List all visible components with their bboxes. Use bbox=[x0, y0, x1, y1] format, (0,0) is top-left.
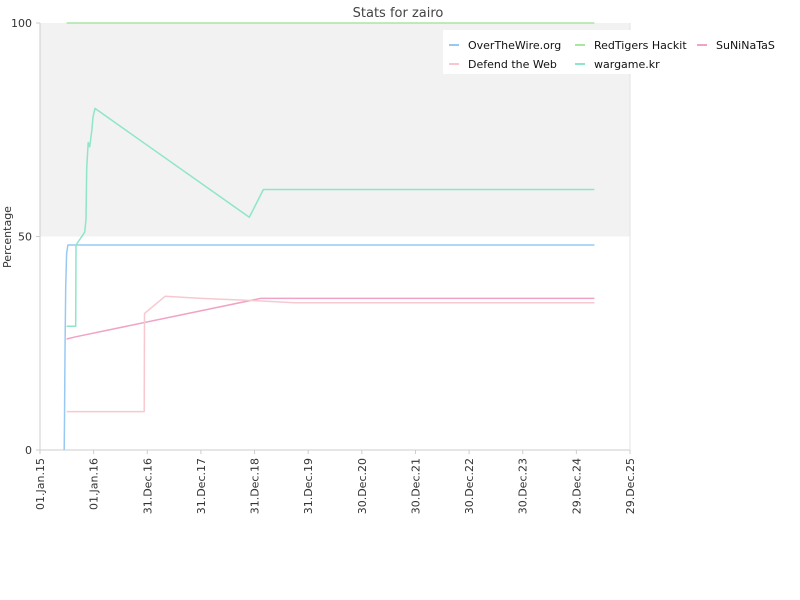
y-tick-label: 0 bbox=[25, 444, 32, 457]
y-axis-title: Percentage bbox=[1, 206, 14, 268]
x-tick-label: 30.Dec.22 bbox=[463, 458, 476, 514]
x-tick-label: 30.Dec.23 bbox=[517, 458, 530, 514]
legend: OverTheWire.org RedTigers Hackit SuNiNaTaS… bbox=[443, 30, 783, 74]
series-line-defend-the-web bbox=[66, 295, 595, 413]
x-tick-label: 30.Dec.20 bbox=[356, 458, 369, 514]
x-tick-label: 31.Dec.17 bbox=[195, 458, 208, 514]
chart-title: Stats for zairo bbox=[353, 6, 444, 21]
legend-box bbox=[443, 30, 783, 74]
x-tick-label: 01.Jan.16 bbox=[88, 458, 101, 510]
legend-label-defend-the-web: Defend the Web bbox=[468, 58, 557, 71]
series-layer bbox=[63, 22, 595, 451]
y-tick-label: 50 bbox=[18, 231, 32, 244]
series-line-wargame-kr bbox=[66, 107, 595, 327]
x-tick-label: 30.Dec.21 bbox=[409, 458, 422, 514]
x-tick-label: 01.Jan.15 bbox=[34, 458, 47, 510]
series-line-overthewire-org bbox=[63, 244, 595, 451]
legend-label-overthewire-org: OverTheWire.org bbox=[468, 39, 561, 52]
x-tick-label: 29.Dec.25 bbox=[624, 458, 637, 514]
legend-label-redtigers-hackit: RedTigers Hackit bbox=[594, 39, 687, 52]
x-tick-label: 29.Dec.24 bbox=[570, 458, 583, 514]
legend-label-suninatas: SuNiNaTaS bbox=[716, 39, 775, 52]
series-line-suninatas bbox=[66, 297, 595, 340]
x-tick-label: 31.Dec.19 bbox=[302, 458, 315, 514]
x-tick-label: 31.Dec.16 bbox=[141, 458, 154, 514]
legend-label-wargame-kr: wargame.kr bbox=[594, 58, 660, 71]
x-tick-label: 31.Dec.18 bbox=[249, 458, 262, 514]
y-tick-label: 100 bbox=[11, 17, 32, 30]
axes: 0 50 100 01.Jan.15 01.Jan.16 31.Dec.16 31.Dec.… bbox=[11, 17, 637, 514]
